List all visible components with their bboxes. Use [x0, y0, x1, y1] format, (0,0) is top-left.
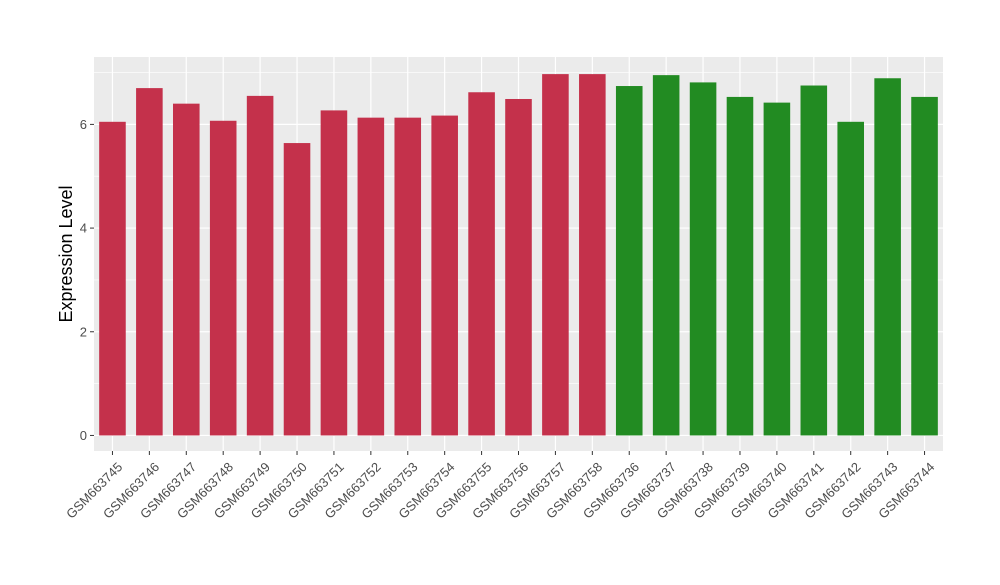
- y-tick-label: 0: [80, 428, 87, 443]
- y-axis: 0 2 4 6: [80, 117, 94, 443]
- y-axis-title: Expression Level: [56, 185, 76, 322]
- bar-GSM663752: [357, 117, 385, 436]
- bar-GSM663748: [209, 120, 237, 436]
- bar-GSM663750: [283, 143, 311, 436]
- bar-GSM663757: [542, 74, 569, 436]
- bar-GSM663745: [99, 121, 126, 436]
- bar-GSM663758: [579, 74, 606, 436]
- bar-GSM663740: [763, 102, 791, 436]
- bar-GSM663743: [874, 78, 901, 436]
- bar-GSM663746: [136, 88, 163, 436]
- bar-GSM663754: [431, 115, 458, 436]
- bar-GSM663749: [246, 95, 274, 436]
- bars: [99, 74, 938, 436]
- bar-GSM663753: [394, 117, 422, 436]
- bar-GSM663739: [726, 96, 754, 436]
- y-tick-label: 6: [80, 117, 87, 132]
- bar-GSM663737: [652, 75, 680, 436]
- bar-GSM663741: [800, 85, 828, 436]
- bar-GSM663747: [172, 103, 200, 436]
- y-tick-label: 2: [80, 324, 87, 339]
- bar-GSM663738: [689, 82, 717, 436]
- bar-GSM663742: [837, 121, 865, 436]
- bar-GSM663755: [468, 92, 495, 436]
- bar-GSM663751: [320, 110, 348, 436]
- x-axis: GSM663745GSM663746GSM663747GSM663748GSM6…: [63, 451, 937, 522]
- bar-GSM663736: [615, 86, 643, 436]
- bar-GSM663744: [911, 96, 938, 436]
- y-tick-label: 4: [80, 221, 87, 236]
- bar-GSM663756: [505, 98, 532, 436]
